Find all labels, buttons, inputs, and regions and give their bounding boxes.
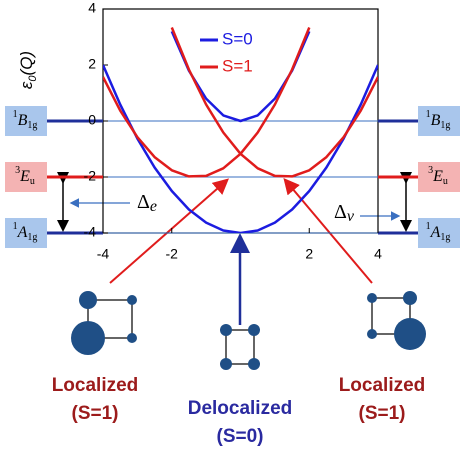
legend-label: S=1 <box>222 56 253 75</box>
y-tick-label: 0 <box>88 112 96 128</box>
gap-sub: v <box>347 208 355 225</box>
state-spin: (S=0) <box>217 426 264 447</box>
level-main: A <box>17 224 28 241</box>
gap-main: Δ <box>137 191 150 213</box>
molecule-localized-right <box>367 291 426 350</box>
molecule-delocalized <box>220 324 260 370</box>
pointer-arrow <box>286 181 372 283</box>
y-tick-label: 4 <box>88 0 96 16</box>
legend-label: S=0 <box>222 29 253 48</box>
level-main: B <box>18 112 28 129</box>
level-sub: 1g <box>27 120 37 131</box>
y-label-rest: (Q) <box>17 51 36 76</box>
state-name: Localized <box>52 375 139 396</box>
molecule-localized-left <box>71 291 137 355</box>
y-axis-label: ε0(Q) <box>17 51 38 89</box>
gap-label: Δv <box>334 201 355 225</box>
level-sub: 1g <box>440 232 450 243</box>
y-tick-label: -4 <box>84 224 97 240</box>
level-main: E <box>19 168 30 185</box>
level-sub: u <box>443 176 448 187</box>
x-tick-label: 2 <box>305 246 313 262</box>
x-tick-label: 4 <box>374 246 382 262</box>
level-main: B <box>431 112 441 129</box>
y-tick-label: 2 <box>88 56 96 72</box>
state-name: Localized <box>339 375 426 396</box>
x-tick-label: -4 <box>97 246 110 262</box>
figure: ε0(Q) 1B1g1B1g3Eu3Eu1A1g1A1g-4-2024-4-22… <box>0 0 465 459</box>
gap-sub: e <box>150 198 157 215</box>
state-spin: (S=1) <box>359 403 406 424</box>
gap-label: Δe <box>137 191 157 215</box>
x-tick-label: -2 <box>166 246 179 262</box>
level-sub: 1g <box>27 232 37 243</box>
level-sub: 1g <box>440 120 450 131</box>
state-name: Delocalized <box>188 398 293 419</box>
level-main: A <box>430 224 441 241</box>
state-spin: (S=1) <box>72 403 119 424</box>
y-tick-label: -2 <box>84 168 97 184</box>
pointer-arrow <box>110 181 226 283</box>
gap-main: Δ <box>334 201 347 223</box>
level-main: E <box>432 168 443 185</box>
level-sub: u <box>30 176 35 187</box>
